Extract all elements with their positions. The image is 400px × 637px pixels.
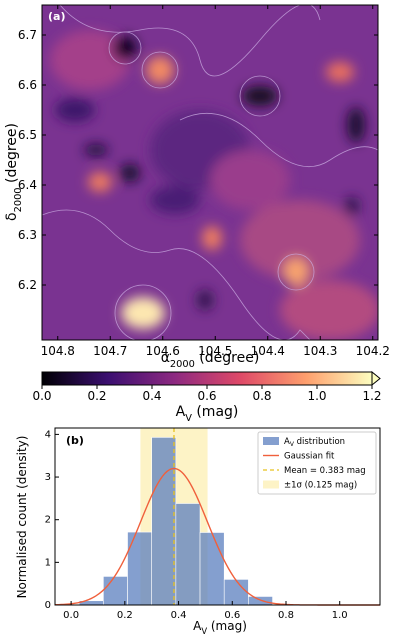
x-tick-label: 0.2 — [117, 610, 133, 621]
x-tick-label: 104.8 — [41, 344, 75, 358]
x-tick-label: 104.2 — [356, 344, 390, 358]
colorbar-tick-label: 0.4 — [142, 389, 161, 403]
x-tick-label: 104.5 — [198, 344, 232, 358]
colorbar-tick-label: 1.0 — [307, 389, 326, 403]
map-image — [42, 5, 378, 340]
y-tick-label: 6.4 — [18, 178, 37, 192]
y-tick-label: 6.2 — [18, 278, 37, 292]
bar — [103, 576, 128, 606]
y-tick-label: 2 — [45, 515, 51, 526]
bar — [199, 532, 225, 606]
y-tick-label: 6.3 — [18, 228, 37, 242]
legend-label: Gaussian fit — [284, 451, 335, 461]
x-tick-label: 104.6 — [146, 344, 180, 358]
legend-label: AV distribution — [284, 437, 345, 449]
map-frame — [41, 4, 379, 341]
y-tick-label: 6.5 — [18, 128, 37, 142]
y-tick-label: 4 — [45, 429, 51, 440]
x-tick-label: 104.4 — [251, 344, 285, 358]
x-tick-label: 104.7 — [93, 344, 127, 358]
colorbar-tick-label: 0.6 — [197, 389, 216, 403]
legend-label: Mean = 0.383 mag — [284, 466, 366, 476]
y-axis-label: δ2000 (degree) — [4, 123, 24, 221]
x-tick-label: 104.3 — [303, 344, 337, 358]
x-tick-label: 1.0 — [332, 610, 348, 621]
legend-swatch — [263, 480, 279, 489]
colorbar-tick-label: 0.2 — [87, 389, 106, 403]
axes-frame — [54, 427, 381, 606]
bar — [175, 503, 201, 606]
y-axis-label: Normalised count (density) — [15, 436, 29, 599]
y-tick-label: 3 — [45, 472, 51, 483]
legend-label: ±1σ (0.125 mag) — [284, 480, 357, 490]
colorbar-label: AV (mag) — [176, 404, 239, 424]
y-tick-label: 6.6 — [18, 78, 37, 92]
bar — [223, 579, 249, 606]
legend-swatch — [263, 437, 279, 445]
y-tick-label: 6.7 — [18, 28, 37, 42]
colorbar-extension — [371, 370, 381, 387]
colorbar-tick-label: 0.8 — [252, 389, 271, 403]
x-tick-label: 0.6 — [224, 610, 240, 621]
y-tick-label: 1 — [45, 557, 51, 568]
x-tick-label: 0.0 — [63, 610, 79, 621]
panel-label: (b) — [66, 434, 84, 447]
panel-label: (a) — [48, 10, 65, 23]
x-axis-label: α2000 (degree) — [161, 350, 260, 370]
colorbar-tick-label: 0.0 — [32, 389, 51, 403]
colorbar-tick-label: 1.2 — [362, 389, 381, 403]
x-tick-label: 0.8 — [278, 610, 294, 621]
bar — [151, 437, 177, 606]
legend-box — [257, 431, 377, 495]
y-tick-label: 0 — [45, 600, 51, 611]
x-axis-label: AV (mag) — [193, 619, 247, 636]
colorbar — [42, 372, 372, 385]
x-tick-label: 0.4 — [171, 610, 187, 621]
